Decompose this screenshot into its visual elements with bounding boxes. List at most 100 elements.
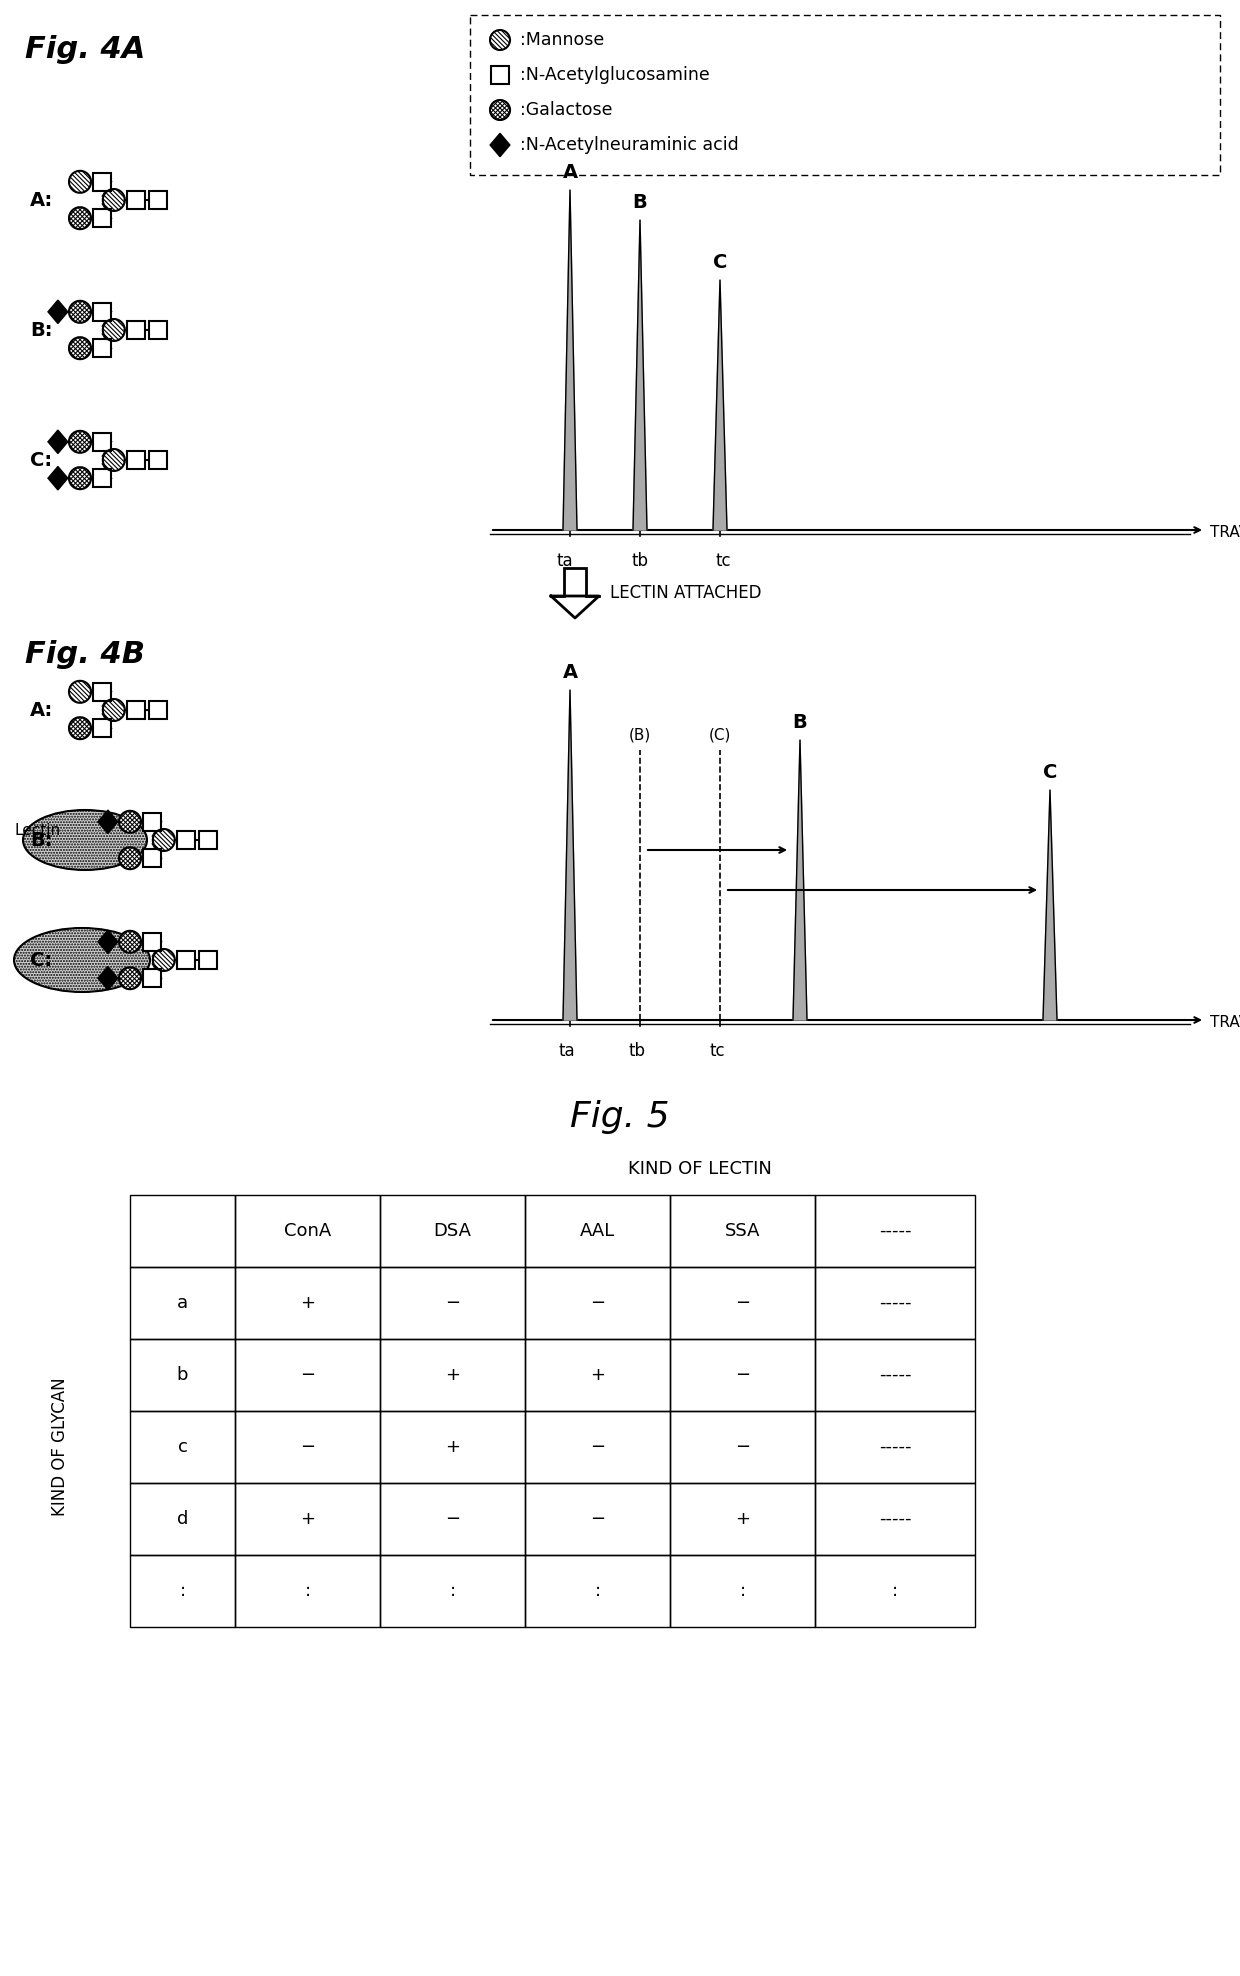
Text: DSA: DSA	[434, 1221, 471, 1241]
Text: +: +	[445, 1439, 460, 1456]
Polygon shape	[103, 318, 125, 342]
Bar	[149, 701, 167, 719]
Text: SSA: SSA	[724, 1221, 760, 1241]
Text: :: :	[892, 1583, 898, 1601]
Text: −: −	[735, 1294, 750, 1312]
Bar	[130, 1195, 236, 1267]
Bar	[815, 1267, 975, 1340]
Bar	[130, 1340, 236, 1411]
Bar	[379, 1484, 525, 1555]
Polygon shape	[69, 682, 91, 703]
Bar	[525, 1340, 670, 1411]
Text: -----: -----	[879, 1365, 911, 1383]
Text: :: :	[739, 1583, 745, 1601]
Polygon shape	[103, 449, 125, 470]
Text: B: B	[792, 713, 807, 731]
Bar	[177, 832, 195, 850]
Bar	[93, 172, 112, 192]
Text: C:: C:	[30, 950, 52, 970]
Text: +: +	[300, 1510, 315, 1527]
Polygon shape	[119, 810, 141, 832]
Text: ta: ta	[557, 551, 573, 569]
Bar	[379, 1267, 525, 1340]
Text: TRAVEL TIME: TRAVEL TIME	[1210, 524, 1240, 539]
Bar	[815, 1340, 975, 1411]
Bar	[149, 192, 167, 209]
Text: -----: -----	[879, 1439, 911, 1456]
Text: B:: B:	[30, 320, 52, 340]
Text: b: b	[177, 1365, 188, 1383]
Text: TRAVEL TIME: TRAVEL TIME	[1210, 1014, 1240, 1029]
Polygon shape	[69, 431, 91, 453]
Bar	[670, 1484, 815, 1555]
Bar	[236, 1484, 379, 1555]
Text: −: −	[300, 1439, 315, 1456]
Text: ta: ta	[559, 1041, 575, 1059]
Polygon shape	[69, 170, 91, 194]
Bar	[130, 1484, 236, 1555]
Text: −: −	[590, 1439, 605, 1456]
Text: Lectin: Lectin	[15, 822, 61, 838]
Text: +: +	[300, 1294, 315, 1312]
Text: :Galactose: :Galactose	[520, 101, 613, 119]
Text: +: +	[445, 1365, 460, 1383]
Bar	[130, 1555, 236, 1626]
Polygon shape	[490, 132, 510, 156]
Text: C: C	[1043, 763, 1058, 782]
Text: −: −	[735, 1439, 750, 1456]
Bar	[143, 933, 161, 950]
Polygon shape	[119, 848, 141, 869]
Polygon shape	[632, 219, 647, 530]
Text: +: +	[590, 1365, 605, 1383]
Bar	[130, 1267, 236, 1340]
Text: C:: C:	[30, 451, 52, 470]
Polygon shape	[563, 690, 577, 1020]
Bar	[198, 950, 217, 968]
Text: a: a	[177, 1294, 188, 1312]
Text: KIND OF LECTIN: KIND OF LECTIN	[629, 1160, 773, 1178]
Bar	[198, 832, 217, 850]
Text: −: −	[300, 1365, 315, 1383]
Polygon shape	[103, 190, 125, 211]
Polygon shape	[69, 717, 91, 739]
Bar	[670, 1340, 815, 1411]
Polygon shape	[98, 810, 118, 834]
Bar	[525, 1555, 670, 1626]
Text: −: −	[590, 1294, 605, 1312]
Polygon shape	[153, 830, 175, 852]
Polygon shape	[563, 190, 577, 530]
Bar	[236, 1555, 379, 1626]
Text: Fig. 5: Fig. 5	[570, 1101, 670, 1134]
Ellipse shape	[14, 929, 150, 992]
Bar	[93, 719, 112, 737]
Text: (B): (B)	[629, 727, 651, 743]
Text: Fig. 4B: Fig. 4B	[25, 640, 145, 670]
Text: -----: -----	[879, 1221, 911, 1241]
Polygon shape	[69, 338, 91, 360]
Text: A:: A:	[30, 701, 53, 719]
Bar	[525, 1195, 670, 1267]
Text: A: A	[563, 162, 578, 182]
Polygon shape	[490, 101, 510, 121]
Bar	[126, 701, 145, 719]
Bar	[670, 1267, 815, 1340]
Bar	[149, 320, 167, 340]
Text: :: :	[180, 1583, 186, 1601]
Polygon shape	[490, 30, 510, 49]
Bar	[126, 192, 145, 209]
Text: (C): (C)	[709, 727, 732, 743]
Bar	[236, 1267, 379, 1340]
Bar	[149, 451, 167, 468]
Text: Fig. 4A: Fig. 4A	[25, 36, 145, 63]
Text: A: A	[563, 664, 578, 682]
Polygon shape	[119, 931, 141, 952]
Text: ConA: ConA	[284, 1221, 331, 1241]
Polygon shape	[103, 700, 125, 721]
Bar	[470, 16, 1220, 176]
Text: tc: tc	[709, 1041, 725, 1059]
Bar	[525, 1484, 670, 1555]
Ellipse shape	[24, 810, 148, 869]
Bar	[93, 340, 112, 358]
Bar	[815, 1484, 975, 1555]
Bar	[177, 950, 195, 968]
